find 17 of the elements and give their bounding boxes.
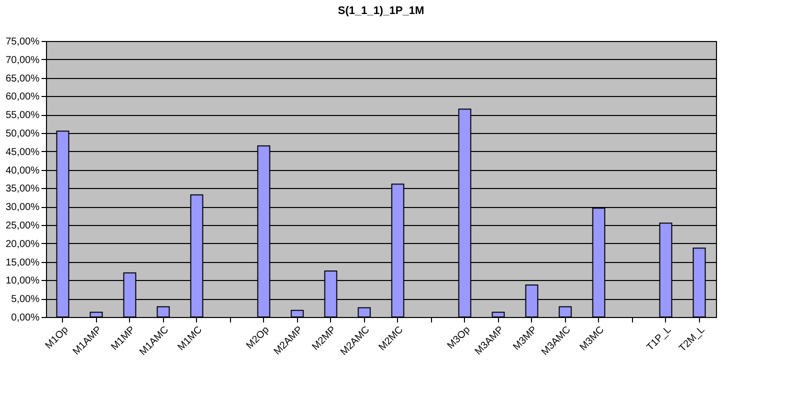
y-tick-label: 15,00% [6,257,40,268]
y-tick-label: 10,00% [6,276,40,287]
y-tick-label: 5,00% [11,294,40,306]
y-tick-label: 70,00% [6,54,40,66]
y-tick-label: 0,00% [11,312,40,324]
y-tick-label: 20,00% [6,238,40,250]
y-tick-label: 55,00% [6,110,40,122]
y-tick-label: 50,00% [6,128,40,140]
y-tick-label: 65,00% [6,73,40,84]
y-tick-label: 35,00% [6,184,40,195]
y-tick-label: 25,00% [6,220,40,232]
y-tick-label: 40,00% [6,165,40,176]
y-tick-label: 75,00% [6,36,40,48]
y-tick-label: 60,00% [6,92,40,103]
chart-title: S(1_1_1)_1P_1M [338,5,424,17]
y-tick-label: 30,00% [6,202,40,214]
y-tick-label: 45,00% [6,146,40,158]
